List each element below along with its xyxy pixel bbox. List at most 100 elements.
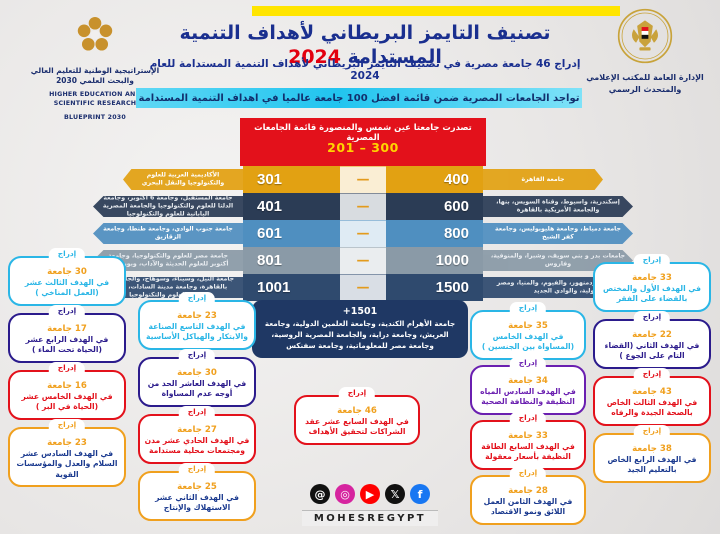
badge-count: 28 جامعة xyxy=(508,486,548,496)
badge-text: في الهدف الخامس (المساواة بين الجنسين ) xyxy=(481,332,575,352)
badge-tab-label: إدراج xyxy=(633,425,671,438)
badge-text: في الهدف الثالث عشر (العمل المناخي ) xyxy=(24,278,110,298)
goal-badge-left-4[interactable]: إدراج 23 جامعة في الهدف السادس عشر السلام … xyxy=(8,419,126,488)
funnel-range-left-1: 400 xyxy=(443,171,469,188)
badge-tab-label: إدراج xyxy=(633,254,671,267)
badge-count: 25 جامعة xyxy=(177,482,217,492)
badge-tab-label: إدراج xyxy=(509,302,547,315)
card-1501-body: جامعة الأهرام الكندية، وجامعة العلمين ال… xyxy=(264,319,456,350)
facebook-icon[interactable]: f xyxy=(410,484,430,504)
page-title: تصنيف التايمز البريطاني لأهداف التنمية ا… xyxy=(150,22,580,70)
funnel-left-label-text-2: جامعة المستقبل، وجامعة 6 أكتوبر، وجامعة … xyxy=(102,193,234,218)
badge-text: في الهدف الحادي عشر مدن ومجتمعات محلية م… xyxy=(144,436,250,456)
badge-text: في الهدف الثاني (القضاء التام على الجوع … xyxy=(604,341,700,361)
funnel-range-left-4: 1000 xyxy=(435,252,469,269)
badge-text: في الهدف العاشر الحد من أوجه عدم المساوا… xyxy=(147,379,247,399)
goal-badge-midright-4[interactable]: إدراج 28 جامعة في الهدف الثامن العمل اللائ… xyxy=(470,467,586,525)
badge-tab-label: إدراج xyxy=(48,362,86,375)
goal-badge-center-17[interactable]: إدراج 46 جامعة في الهدف السابع عشر عقد الش… xyxy=(294,387,420,445)
goal-badge-right-2[interactable]: إدراج 22 جامعة في الهدف الثاني (القضاء الت… xyxy=(593,311,711,369)
badge-tab-label: إدراج xyxy=(48,248,86,261)
funnel-row-5: 1500 1001 — xyxy=(243,274,483,301)
badge-text: في الهدف التاسع الصناعة والابتكار والهيا… xyxy=(146,322,248,342)
logo-left-english-2: BLUEPRINT 2030 xyxy=(64,113,126,121)
badge-text: في الهدف الخامس عشر (الحياة في البر ) xyxy=(21,392,113,412)
goal-badge-midright-2[interactable]: إدراج 34 جامعة في الهدف السادس المياه النظ… xyxy=(470,357,586,415)
x-twitter-icon[interactable]: 𝕏 xyxy=(385,484,405,504)
threads-icon[interactable]: @ xyxy=(310,484,330,504)
logo-left-english-1: HIGHER EDUCATION AND SCIENTIFIC RESEARCH xyxy=(49,91,141,108)
badge-text: في الهدف السادس عشر السلام والعدل والمؤس… xyxy=(16,449,118,479)
funnel-row-1: 400 301 — xyxy=(243,166,483,193)
badge-count: 33 جامعة xyxy=(632,273,672,283)
badge-text: في الهدف السابع عشر عقد الشراكات لتحقيق … xyxy=(305,417,409,437)
goal-badge-right-4[interactable]: إدراج 38 جامعة في الهدف الرابع الخاص بالتع… xyxy=(593,425,711,483)
funnel-right-label-text-3: جامعة دمياط، وجامعة هليوبوليس، وجامعة كف… xyxy=(495,225,621,241)
funnel-left-label-2: جامعة المستقبل، وجامعة 6 أكتوبر، وجامعة … xyxy=(93,196,243,217)
page-title-text: تصنيف التايمز البريطاني لأهداف التنمية ا… xyxy=(179,22,551,68)
instagram-icon[interactable]: ◎ xyxy=(335,484,355,504)
funnel-row-3: 800 601 — xyxy=(243,220,483,247)
badge-count: 38 جامعة xyxy=(632,444,672,454)
funnel-left-label-3: جامعة جنوب الوادي، وجامعة طنطا، وجامعة ا… xyxy=(93,223,243,244)
red-banner: تصدرت جامعتا عين شمس والمنصورة قائمة الج… xyxy=(240,118,486,166)
badge-text: في الهدف السابع الطاقة النظيفة بأسعار مع… xyxy=(481,442,575,462)
social-icons: f 𝕏 ▶ ◎ @ xyxy=(310,484,430,504)
page-title-year: 2024 xyxy=(288,45,341,68)
youtube-icon[interactable]: ▶ xyxy=(360,484,380,504)
badge-count: 17 جامعة xyxy=(47,324,87,334)
funnel-dash-5: — xyxy=(340,274,386,301)
badge-count: 30 جامعة xyxy=(47,267,87,277)
badge-tab-label: إدراج xyxy=(338,387,376,400)
card-1501-plus: 1501+ جامعة الأهرام الكندية، وجامعة العل… xyxy=(252,300,468,359)
funnel-range-right-5: 1001 xyxy=(257,279,291,296)
goal-badge-right-3[interactable]: إدراج 43 جامعة في الهدف الثالث الخاص بالصح… xyxy=(593,368,711,426)
funnel-range-left-2: 600 xyxy=(443,198,469,215)
goal-badge-right-1[interactable]: إدراج 33 جامعة في الهدف الأول والمختص بالق… xyxy=(593,254,711,312)
rosette-logo-icon xyxy=(77,16,113,51)
goal-badge-midleft-2[interactable]: إدراج 30 جامعة في الهدف العاشر الحد من أوج… xyxy=(138,349,256,407)
badge-count: 22 جامعة xyxy=(632,330,672,340)
badge-count: 30 جامعة xyxy=(177,368,217,378)
funnel-left-label-text-3: جامعة جنوب الوادي، وجامعة طنطا، وجامعة ا… xyxy=(103,225,233,241)
funnel-range-right-2: 401 xyxy=(257,198,283,215)
badge-text: في الهدف السادس المياه النظيفة والنظافة … xyxy=(480,387,576,407)
goal-badge-midright-1[interactable]: إدراج 35 جامعة في الهدف الخامس (المساواة ب… xyxy=(470,302,586,360)
goal-badge-left-1[interactable]: إدراج 30 جامعة في الهدف الثالث عشر (العمل … xyxy=(8,248,126,306)
funnel-dash-3: — xyxy=(340,220,386,247)
goal-badge-left-2[interactable]: إدراج 17 جامعة في الهدف الرابع عشر (الحياة… xyxy=(8,305,126,363)
logo-right-arabic-1: الإدارة العامة للمكتب الإعلامي xyxy=(586,73,704,82)
social-handle: MOHESREGYPT xyxy=(302,510,438,526)
funnel-range-right-3: 601 xyxy=(257,225,283,242)
badge-tab-label: إدراج xyxy=(509,412,547,425)
goal-badge-midleft-1[interactable]: إدراج 23 جامعة في الهدف التاسع الصناعة وال… xyxy=(138,292,256,350)
card-1501-heading: 1501+ xyxy=(342,306,378,317)
badge-text: في الهدف الرابع عشر (الحياة تحت الماء ) xyxy=(25,335,109,355)
badge-text: في الهدف الثامن العمل اللائق ونمو الاقتص… xyxy=(483,497,573,517)
badge-count: 23 جامعة xyxy=(177,311,217,321)
funnel-left-label-text-1: الأكاديمية العربية للعلوم والتكنولوجيا و… xyxy=(141,171,225,187)
funnel-left-label-4: جامعة مصر للعلوم والتكنولوجيا، وجامعة أك… xyxy=(93,250,243,271)
logo-left: الإستراتيجية الوطنية للتعليم العالي والب… xyxy=(30,14,160,123)
funnel-right-label-text-4: جامعات بدر و بني سويف، وشبرا، والمنوفية،… xyxy=(490,252,626,268)
badge-tab-label: إدراج xyxy=(48,419,86,432)
badge-count: 27 جامعة xyxy=(177,425,217,435)
funnel-right-label-2: إسكندرية، واسيوط، وقناة السويس، بنها، وا… xyxy=(483,196,633,217)
cyan-banner: تواجد الجامعات المصرية ضمن قائمة افضل 10… xyxy=(136,88,582,108)
goal-badge-midleft-3[interactable]: إدراج 27 جامعة في الهدف الحادي عشر مدن ومج… xyxy=(138,406,256,464)
funnel-row-2: 600 401 — xyxy=(243,193,483,220)
funnel-left-label-text-5: جامعة النيل، وسيناء، وسوهاج، والجامعة ال… xyxy=(81,274,235,299)
funnel-dash-2: — xyxy=(340,193,386,220)
goal-badge-midright-3[interactable]: إدراج 33 جامعة في الهدف السابع الطاقة النظ… xyxy=(470,412,586,470)
funnel-right-label-1: جامعة القاهرة xyxy=(483,169,603,190)
badge-tab-label: إدراج xyxy=(509,357,547,370)
goal-badge-midleft-4[interactable]: إدراج 25 جامعة في الهدف الثاني عشر الاستهل… xyxy=(138,463,256,521)
goal-badge-left-3[interactable]: إدراج 16 جامعة في الهدف الخامس عشر (الحياة… xyxy=(8,362,126,420)
badge-count: 16 جامعة xyxy=(47,381,87,391)
funnel-row-4: 1000 801 — xyxy=(243,247,483,274)
funnel-dash-4: — xyxy=(340,247,386,274)
badge-tab-label: إدراج xyxy=(178,292,216,305)
red-banner-headline: تصدرت جامعتا عين شمس والمنصورة قائمة الج… xyxy=(254,122,472,142)
top-yellow-bar xyxy=(252,6,620,16)
